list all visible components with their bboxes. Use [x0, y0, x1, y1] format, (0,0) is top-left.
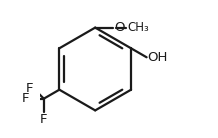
Text: F: F [40, 113, 48, 126]
Text: F: F [22, 92, 29, 105]
Text: CH₃: CH₃ [128, 21, 149, 34]
Text: O: O [114, 21, 125, 34]
Text: OH: OH [148, 51, 168, 64]
Text: F: F [26, 82, 33, 95]
